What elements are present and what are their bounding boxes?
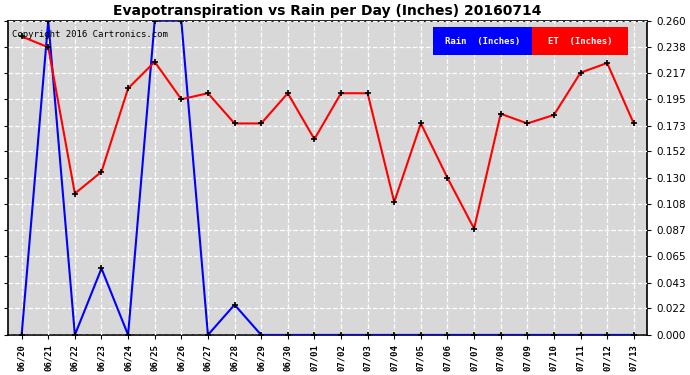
Text: Rain  (Inches): Rain (Inches) (445, 37, 520, 46)
Title: Evapotranspiration vs Rain per Day (Inches) 20160714: Evapotranspiration vs Rain per Day (Inch… (113, 4, 542, 18)
Text: ET  (Inches): ET (Inches) (548, 37, 612, 46)
Bar (433, 27, 532, 55)
Bar (532, 27, 628, 55)
Text: Copyright 2016 Cartronics.com: Copyright 2016 Cartronics.com (12, 30, 168, 39)
